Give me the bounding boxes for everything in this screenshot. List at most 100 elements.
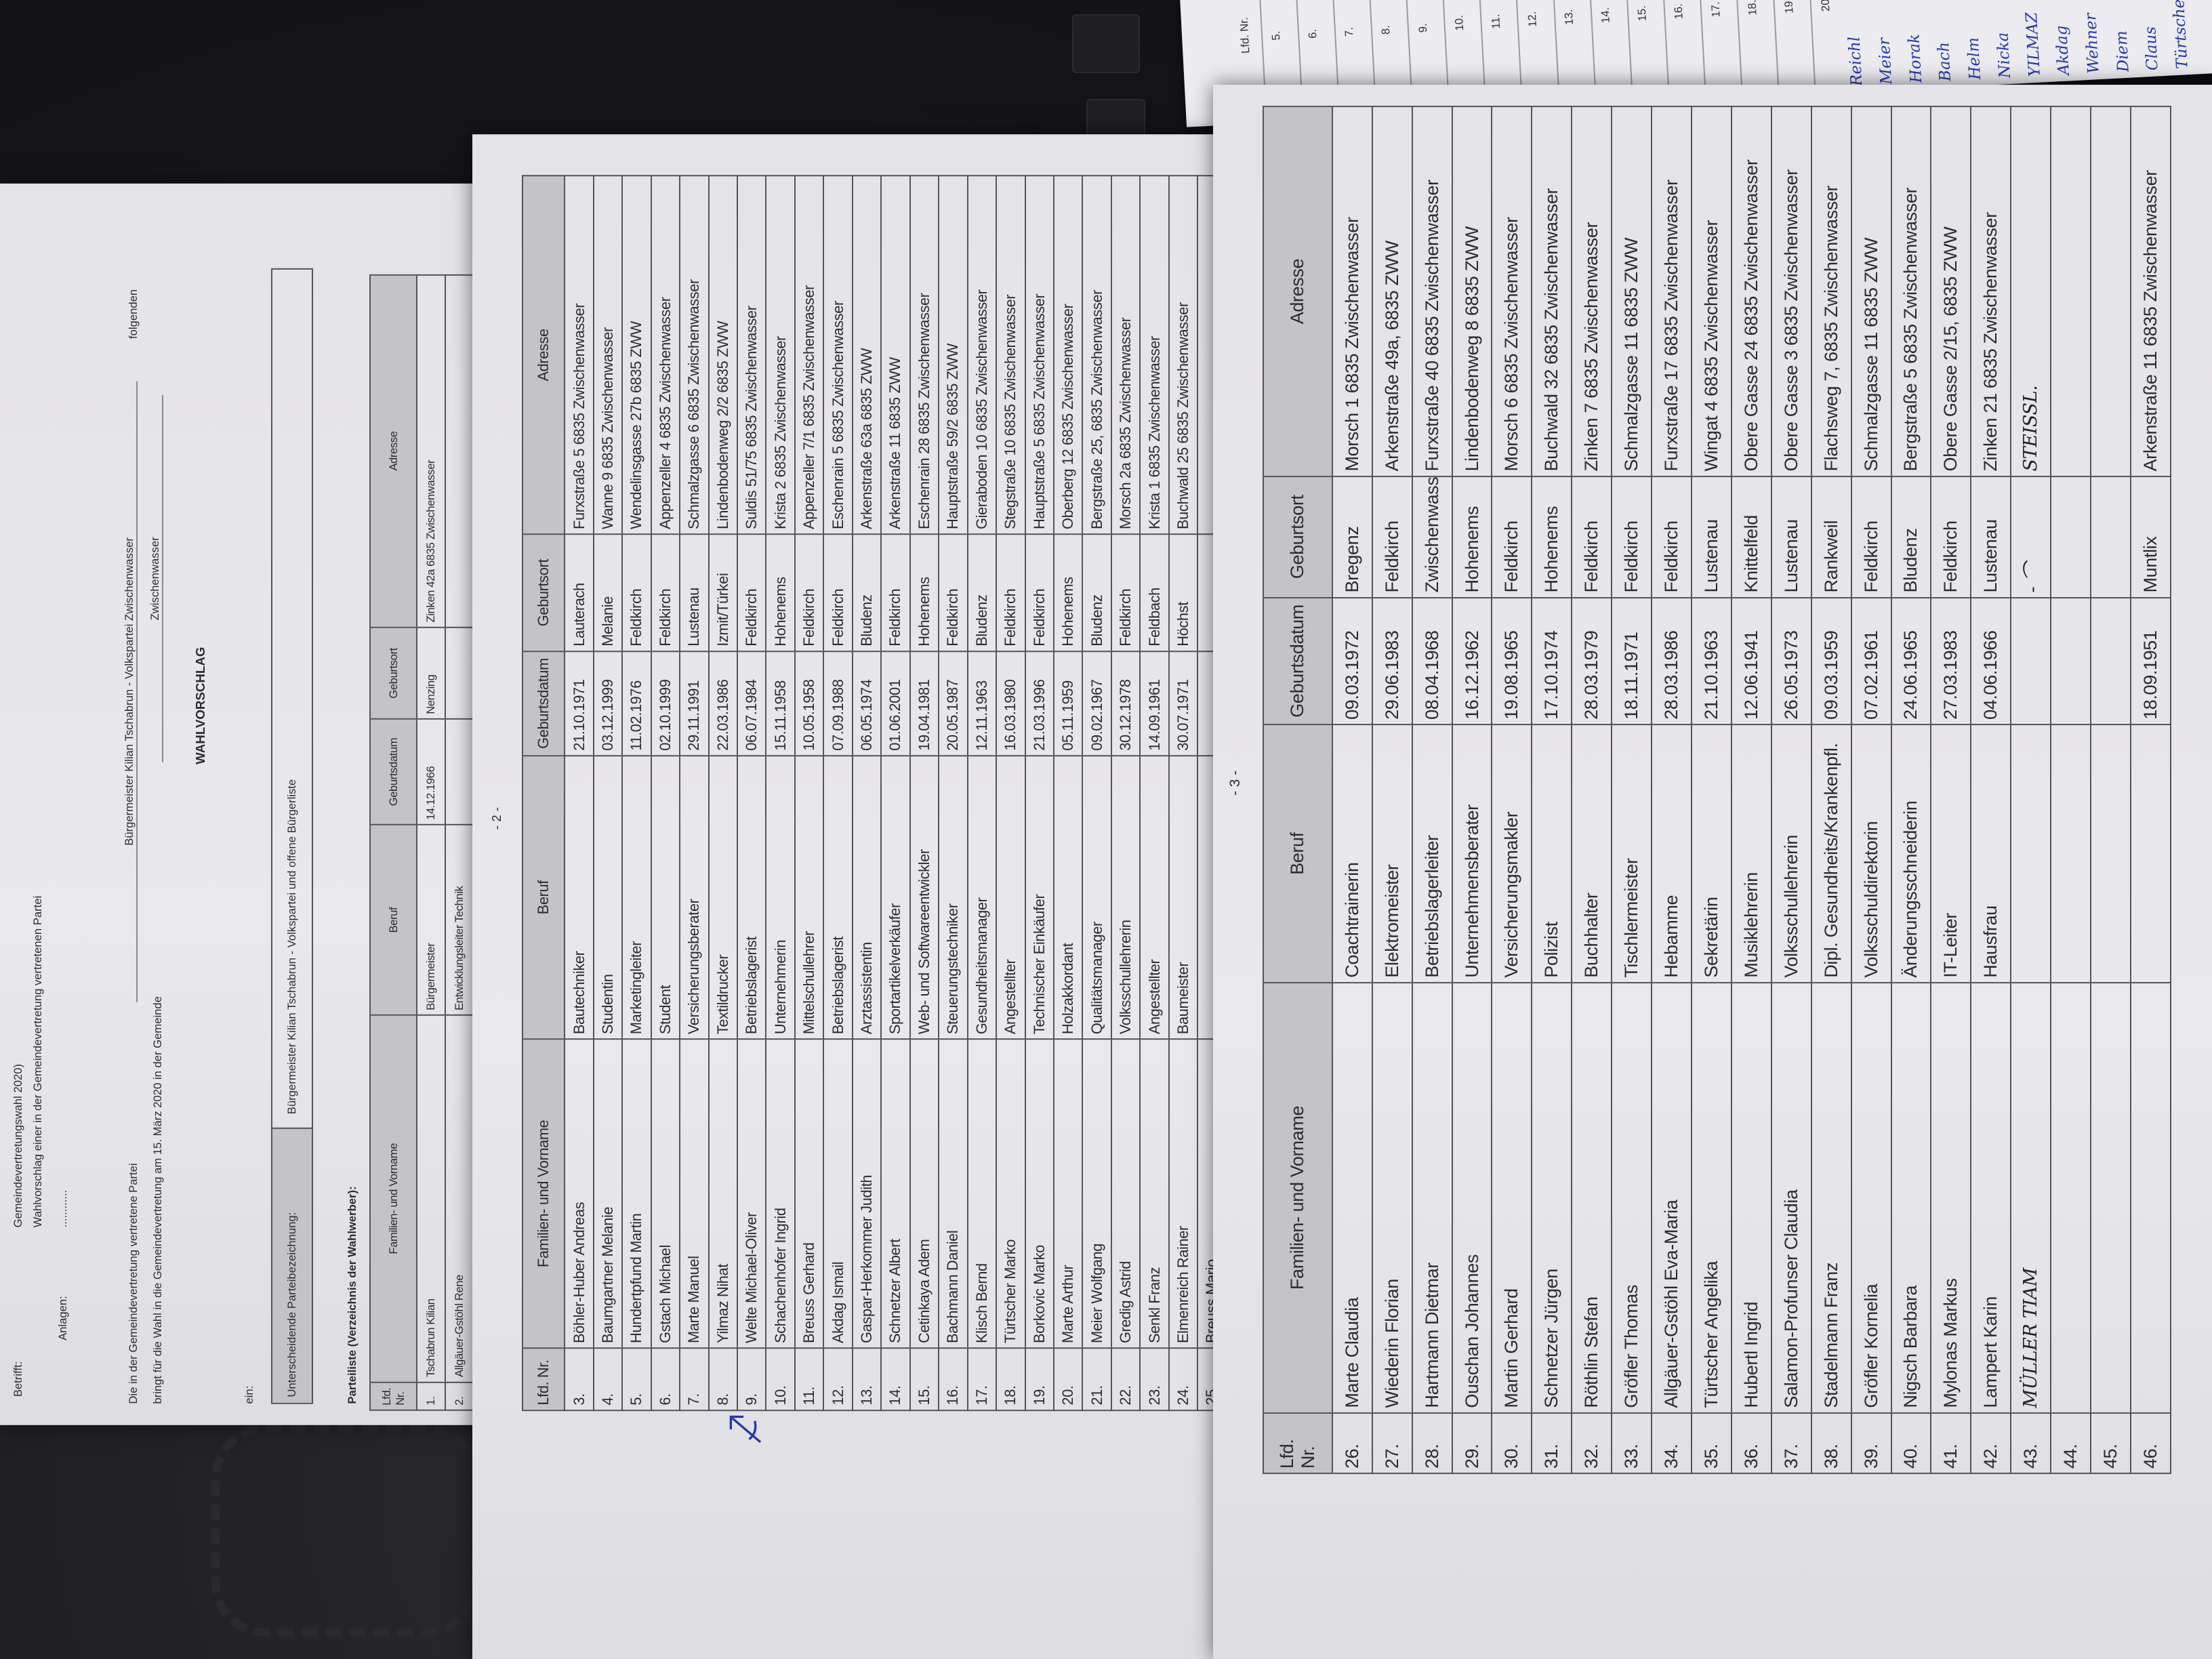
cell-nr: 42. [1971, 1412, 2011, 1474]
cell-birth-place: Feldkirch [622, 533, 651, 651]
cell-birth-place: Zwischenwasser [1412, 476, 1452, 598]
cell-occupation: Steuerungstechniker [939, 755, 968, 1040]
cell-birth-place: Bludenz [1082, 533, 1112, 651]
cell-birth-place: Feldkirch [1492, 476, 1532, 598]
column-header-address: Adresse [523, 176, 565, 534]
cell-nr: 32. [1572, 1412, 1612, 1474]
cell-birth-place: Feldkirch [823, 533, 853, 651]
cell-nr: 29. [1452, 1412, 1492, 1474]
cell-nr: 5. [622, 1348, 651, 1410]
cell-nr: 26. [1332, 1412, 1372, 1474]
ein-label: ein: [243, 1385, 256, 1404]
cell-name: Tschabrun Kilian [417, 1015, 445, 1382]
cell-name: Gredig Astrid [1111, 1039, 1141, 1349]
cell-nr: 18. [996, 1348, 1025, 1410]
cell-nr: 11. [795, 1348, 824, 1410]
column-header-birth-place: Geburtsort [1263, 476, 1332, 598]
table-row: 5. Hundertpfund Martin Marketingleiter 11.0… [622, 176, 651, 1410]
sheet-row-number: 9. [1416, 22, 1429, 33]
cell-address: Lindenbodenweg 8 6835 ZWW [1452, 106, 1492, 476]
table-row: 46. 18.09.1951 Muntlix Arkenstraße 11 6835 … [2131, 106, 2171, 1474]
table-row: 23. Senkl Franz Angestellter 14.09.1961 Feld… [1140, 176, 1170, 1410]
sheet-rule [1769, 0, 1780, 96]
cell-birth-place: Feldkirch [881, 533, 911, 651]
party-designation-box: Unterscheidende Parteibezeichnung: Bürge… [270, 268, 314, 1404]
cell-address: Furxstraße 17 6835 Zwischenwasser [1652, 106, 1692, 476]
table-row: 11. Breuss Gerhard Mittelschullehrer 10.05.… [795, 176, 824, 1410]
cell-birth-date [2091, 597, 2131, 724]
cell-nr: 21. [1082, 1348, 1112, 1410]
cell-nr: 35. [1692, 1412, 1732, 1474]
cell-name: Hundertpfund Martin [622, 1039, 651, 1349]
table-row: 42. Lampert Karin Hausfrau 04.06.1966 Lusten… [1971, 106, 2011, 1474]
cell-birth-date: 15.11.1958 [766, 651, 796, 756]
cell-address: Wingat 4 6835 Zwischenwasser [1692, 106, 1732, 476]
cell-occupation: Buchhalter [1572, 724, 1612, 983]
column-header-birth-date: Geburtsdatum [1263, 597, 1332, 724]
cell-address: Zinken 21 6835 Zwischenwasser [1971, 106, 2011, 476]
cell-occupation: Arztassistentin [853, 755, 882, 1040]
table-row: 10. Schachenhofer Ingrid Unternehmerin 15.1… [766, 176, 796, 1410]
cell-birth-date [2051, 597, 2091, 724]
cell-name: Gröfler Thomas [1612, 982, 1652, 1413]
table-row: 35. Türtscher Angelika Sekretärin 21.10.196… [1692, 106, 1732, 1474]
cell-occupation: Student [651, 755, 680, 1040]
table-row: 15. Cetinkaya Adem Web- und Softwareentwic… [910, 176, 939, 1410]
sheet-row-number: 18. [1745, 0, 1759, 16]
table-row: 14. Schnetzer Albert Sportartikelverkäufer… [881, 176, 911, 1410]
cell-address: STEISSL. [2011, 106, 2051, 476]
sheet-row-number: 8. [1379, 24, 1393, 35]
cell-nr: 19. [1025, 1348, 1054, 1410]
table-row: 9. Welte Michael-Oliver Betriebslagerist 06… [737, 176, 766, 1410]
cell-occupation: Unternehmensberater [1452, 724, 1492, 983]
sheet-row-number: 7. [1343, 26, 1356, 37]
cell-birth-date: 11.02.1976 [622, 651, 651, 756]
cell-address: Obere Gasse 24 6835 Zwischenwasser [1732, 106, 1771, 476]
cell-birth-date: 30.07.1971 [1169, 651, 1198, 756]
cell-occupation: Hausfrau [1971, 724, 2011, 983]
cell-nr: 7. [680, 1348, 709, 1410]
cell-name: Schachenhofer Ingrid [766, 1039, 796, 1349]
column-header-name: Familien- und Vorname [370, 1015, 417, 1382]
cell-occupation: Technischer Einkäufer [1025, 755, 1054, 1040]
table-row: 29. Ouschan Johannes Unternehmensberater 16… [1452, 106, 1492, 1474]
cell-birth-place: Rankweil [1811, 476, 1851, 598]
cell-nr: 27. [1372, 1412, 1412, 1474]
cell-birth-date: 28.03.1979 [1572, 597, 1612, 724]
cell-birth-date: 06.07.1984 [737, 651, 766, 756]
cell-birth-place: Hohenems [1054, 533, 1083, 651]
table-row: 22. Gredig Astrid Volksschullehrerin 30.12.… [1111, 176, 1141, 1410]
table-row: 8. Yilmaz Nihat Textildrucker 22.03.1986 Izm… [708, 176, 738, 1410]
cell-birth-place: Lustenau [1771, 476, 1811, 598]
handwritten-name: Reichl [1845, 36, 1866, 87]
cell-occupation: Holzakkordant [1054, 755, 1083, 1040]
cell-name: Mylonas Markus [1931, 982, 1971, 1413]
cell-nr: 10. [766, 1348, 796, 1410]
cell-nr: 40. [1891, 1412, 1931, 1474]
cell-birth-place: Hohenems [1532, 476, 1572, 598]
cell-birth-date: 04.06.1966 [1971, 597, 2011, 724]
cell-address: Suldis 51/75 6835 Zwischenwasser [737, 176, 766, 534]
candidate-table-page-1: Lfd. Nr. Familien- und Vorname Beruf Geburt… [369, 274, 474, 1411]
cell-address: Arkenstraße 11 6835 Zwischenwasser [2131, 106, 2171, 476]
table-row: 44. [2051, 106, 2091, 1474]
sheet-row-number: 11. [1488, 13, 1503, 29]
cell-address: Wanne 9 6835 Zwischenwasser [594, 176, 623, 534]
cell-name: Nigsch Barbara [1891, 982, 1931, 1413]
cell-name: Meier Wolfgang [1082, 1039, 1112, 1349]
cell-nr: 28. [1412, 1412, 1452, 1474]
table-row: 33. Gröfler Thomas Tischlermeister 18.11.19… [1612, 106, 1652, 1474]
cell-nr: 9. [737, 1348, 766, 1410]
cell-address: Obere Gasse 3 6835 Zwischenwasser [1771, 106, 1811, 476]
cell-address: Furxstraße 40 6835 Zwischenwasser [1412, 106, 1452, 476]
party-list-title: Parteiliste (Verzeichnis der Wahlwerber)… [345, 1185, 359, 1404]
cell-address: Wendelinsgasse 27b 6835 ZWW [622, 176, 651, 534]
cell-occupation: Sportartikelverkäufer [881, 755, 911, 1040]
cell-occupation: Textildrucker [708, 755, 738, 1040]
cell-birth-date: 03.12.1999 [594, 651, 623, 756]
cell-birth-place: Feldbach [1140, 533, 1170, 651]
document-page-3: - 3 - Lfd. Nr. Familien- und Vorname Beruf… [1213, 84, 2212, 1659]
table-header-row: Lfd. Nr. Familien- und Vorname Beruf Geburt… [1263, 106, 1332, 1474]
column-header-name: Familien- und Vorname [523, 1039, 565, 1349]
